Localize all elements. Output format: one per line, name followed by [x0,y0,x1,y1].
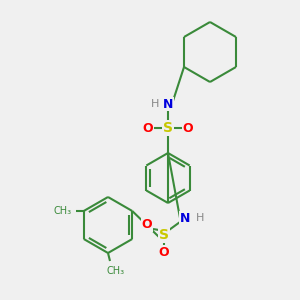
Text: O: O [142,218,152,232]
Text: CH₃: CH₃ [54,206,72,216]
Text: CH₃: CH₃ [107,266,125,276]
Text: O: O [183,122,193,134]
Text: H: H [151,99,159,109]
Text: N: N [163,98,173,110]
Text: N: N [180,212,190,224]
Text: S: S [163,121,173,135]
Text: O: O [159,245,169,259]
Text: O: O [143,122,153,134]
Text: H: H [196,213,204,223]
Text: S: S [159,228,169,242]
